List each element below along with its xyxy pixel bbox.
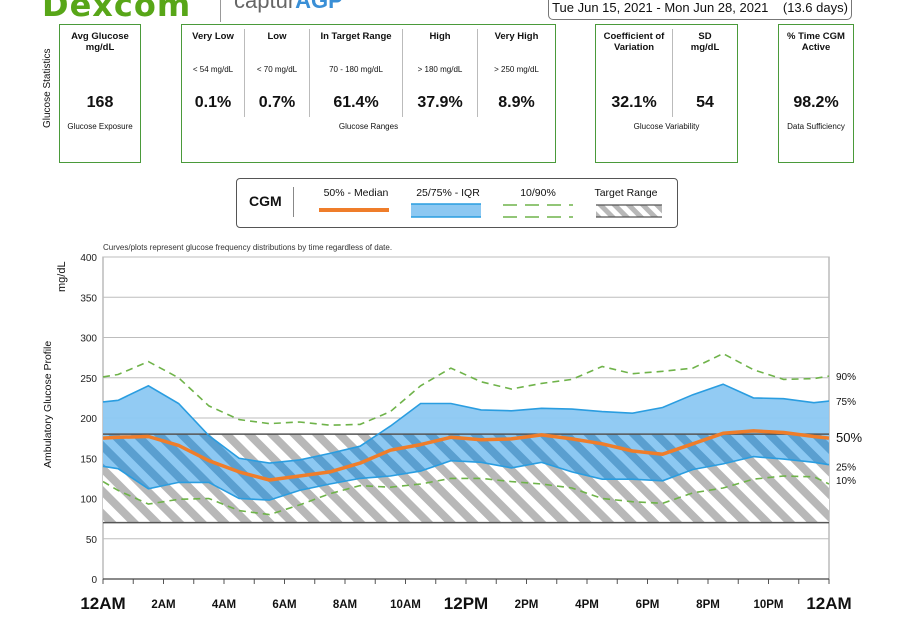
series-75-line — [102, 383, 830, 464]
range-very-low-value: 0.1% — [194, 94, 232, 111]
series-10-line — [102, 475, 830, 516]
x-tick-label: 2PM — [515, 599, 539, 611]
range-high-value: 37.9% — [417, 94, 463, 111]
captur-agp-logo: capturAGP — [234, 0, 343, 14]
legend-iqr-swatch — [411, 203, 481, 218]
sd-value: 54 — [696, 94, 714, 111]
range-divider — [402, 29, 403, 117]
avg-glucose-box: Avg Glucose mg/dL 168 Glucose Exposure — [59, 24, 141, 163]
variability-caption: Glucose Variability — [633, 122, 700, 131]
percentile-label: 50% — [836, 430, 862, 445]
glucose-variability-box: Coefficient of Variation 32.1% SD mg/dL … — [595, 24, 738, 163]
avg-glucose-heading-1: Avg Glucose — [71, 31, 129, 42]
ambulatory-glucose-profile-chart: 0 50 100 150 200 250 300 350 400 12AM 2AM 4AM 6AM 8AM… — [80, 243, 862, 613]
x-tick-label: 6AM — [272, 599, 296, 611]
y-tick-label: 50 — [86, 535, 98, 546]
chart-note: Curves/plots represent glucose frequency… — [103, 243, 392, 252]
range-very-high-value: 8.9% — [498, 94, 535, 111]
percentile-label: 25% — [836, 462, 856, 473]
legend-decile-swatch — [503, 204, 573, 218]
y-tick-label: 150 — [80, 454, 97, 465]
cgm-active-value: 98.2% — [793, 94, 839, 111]
dexcom-logo: Dexcom — [42, 0, 192, 24]
range-target-range: 70 - 180 mg/dL — [329, 65, 383, 74]
cgm-active-heading-2: Active — [801, 42, 831, 53]
legend-decile-label: 10/90% — [520, 187, 556, 199]
iqr-target-overlap — [103, 434, 829, 501]
x-tick-label: 8PM — [696, 599, 720, 611]
sd-heading-2: mg/dL — [690, 42, 720, 53]
range-high-range: > 180 mg/dL — [417, 65, 463, 74]
legend-target-label: Target Range — [594, 187, 658, 199]
variability-divider — [672, 29, 673, 117]
avg-glucose-heading-2: mg/dL — [85, 42, 115, 53]
y-tick-label: 400 — [80, 253, 97, 264]
range-divider — [477, 29, 478, 117]
header-divider — [220, 0, 221, 22]
glucose-ranges-box: Very Low < 54 mg/dL 0.1% Low < 70 mg/dL … — [181, 24, 556, 163]
range-very-high-range: > 250 mg/dL — [494, 65, 539, 74]
x-tick-label: 4AM — [212, 599, 236, 611]
range-low-value: 0.7% — [258, 94, 296, 111]
day-count: (13.6 days) — [782, 0, 848, 15]
cgm-active-heading: % Time CGM Active — [779, 31, 853, 53]
legend-divider — [293, 187, 294, 217]
range-high-heading: High — [429, 31, 451, 42]
range-low-heading: Low — [267, 31, 287, 42]
cv-heading: Coefficient of Variation — [596, 31, 672, 53]
date-range: Tue Jun 15, 2021 - Mon Jun 28, 2021 — [552, 0, 769, 15]
y-tick-label: 350 — [80, 293, 97, 304]
y-tick-label: 300 — [80, 334, 97, 345]
range-very-high-heading: Very High — [494, 31, 539, 42]
cv-heading-2: Variation — [613, 42, 655, 53]
range-very-low-range: < 54 mg/dL — [192, 65, 234, 74]
chart-legend: CGM 50% - Median 25/75% - IQR 10/90% Tar… — [236, 178, 678, 228]
cgm-active-box: % Time CGM Active 98.2% Data Sufficiency — [778, 24, 854, 163]
glucose-ranges-caption: Glucose Ranges — [338, 122, 399, 131]
range-divider — [244, 29, 245, 117]
x-tick-label: 12PM — [444, 594, 488, 613]
legend-target-swatch — [596, 204, 662, 218]
percentile-label: 10% — [836, 476, 856, 487]
x-tick-label: 12AM — [806, 594, 851, 613]
y-tick-label: 0 — [91, 575, 97, 586]
series-90-line — [102, 352, 830, 427]
x-tick-label: 2AM — [151, 599, 175, 611]
y-tick-label: 250 — [80, 374, 97, 385]
cv-value: 32.1% — [611, 94, 657, 111]
date-range-box: Tue Jun 15, 2021 - Mon Jun 28, 2021 (13.… — [548, 0, 852, 20]
legend-title: CGM — [249, 193, 282, 209]
percentile-label: 75% — [836, 397, 856, 408]
cv-heading-1: Coefficient of — [603, 31, 665, 42]
cgm-active-heading-1: % Time CGM — [787, 31, 845, 42]
product-suffix: AGP — [295, 0, 343, 13]
y-tick-label: 200 — [80, 414, 97, 425]
x-tick-label: 6PM — [636, 599, 660, 611]
range-target-value: 61.4% — [333, 94, 379, 111]
range-divider — [309, 29, 310, 117]
series-median-line — [102, 429, 830, 482]
legend-median-label: 50% - Median — [323, 187, 389, 199]
x-tick-label: 12AM — [80, 594, 125, 613]
sd-heading-1: SD — [698, 31, 712, 42]
x-tick-label: 8AM — [333, 599, 357, 611]
percentile-label: 90% — [836, 372, 856, 383]
avg-glucose-heading: Avg Glucose mg/dL — [60, 31, 140, 53]
avg-glucose-caption: Glucose Exposure — [67, 122, 133, 131]
glucose-statistics-label: Glucose Statistics — [42, 48, 53, 128]
range-low-range: < 70 mg/dL — [256, 65, 298, 74]
x-tick-label: 10AM — [390, 599, 421, 611]
range-very-low-heading: Very Low — [192, 31, 234, 42]
avg-glucose-value: 168 — [86, 94, 114, 111]
x-tick-label: 4PM — [575, 599, 599, 611]
sd-heading: SD mg/dL — [673, 31, 737, 53]
y-tick-label: 100 — [80, 495, 97, 506]
x-tick-label: 10PM — [753, 599, 783, 611]
legend-iqr-label: 25/75% - IQR — [416, 187, 480, 199]
range-target-heading: In Target Range — [320, 31, 392, 42]
cgm-active-caption: Data Sufficiency — [787, 122, 845, 131]
series-25-line — [102, 455, 830, 501]
legend-median-swatch — [319, 208, 389, 212]
product-prefix: captur — [234, 0, 296, 13]
